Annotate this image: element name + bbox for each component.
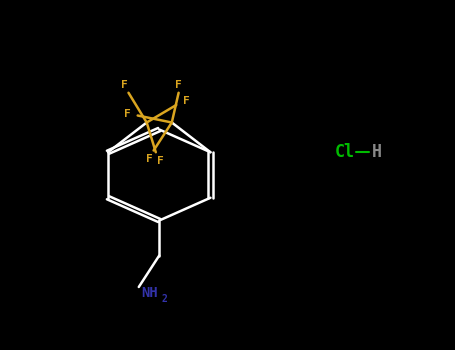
Text: F: F [175,80,182,90]
Text: 2: 2 [162,294,167,304]
Text: F: F [124,109,131,119]
Text: F: F [183,97,190,106]
Text: H: H [372,143,382,161]
Text: NH: NH [141,286,158,300]
Text: Cl: Cl [334,143,354,161]
Text: F: F [146,154,152,164]
Text: F: F [157,156,164,166]
Text: F: F [121,80,127,90]
